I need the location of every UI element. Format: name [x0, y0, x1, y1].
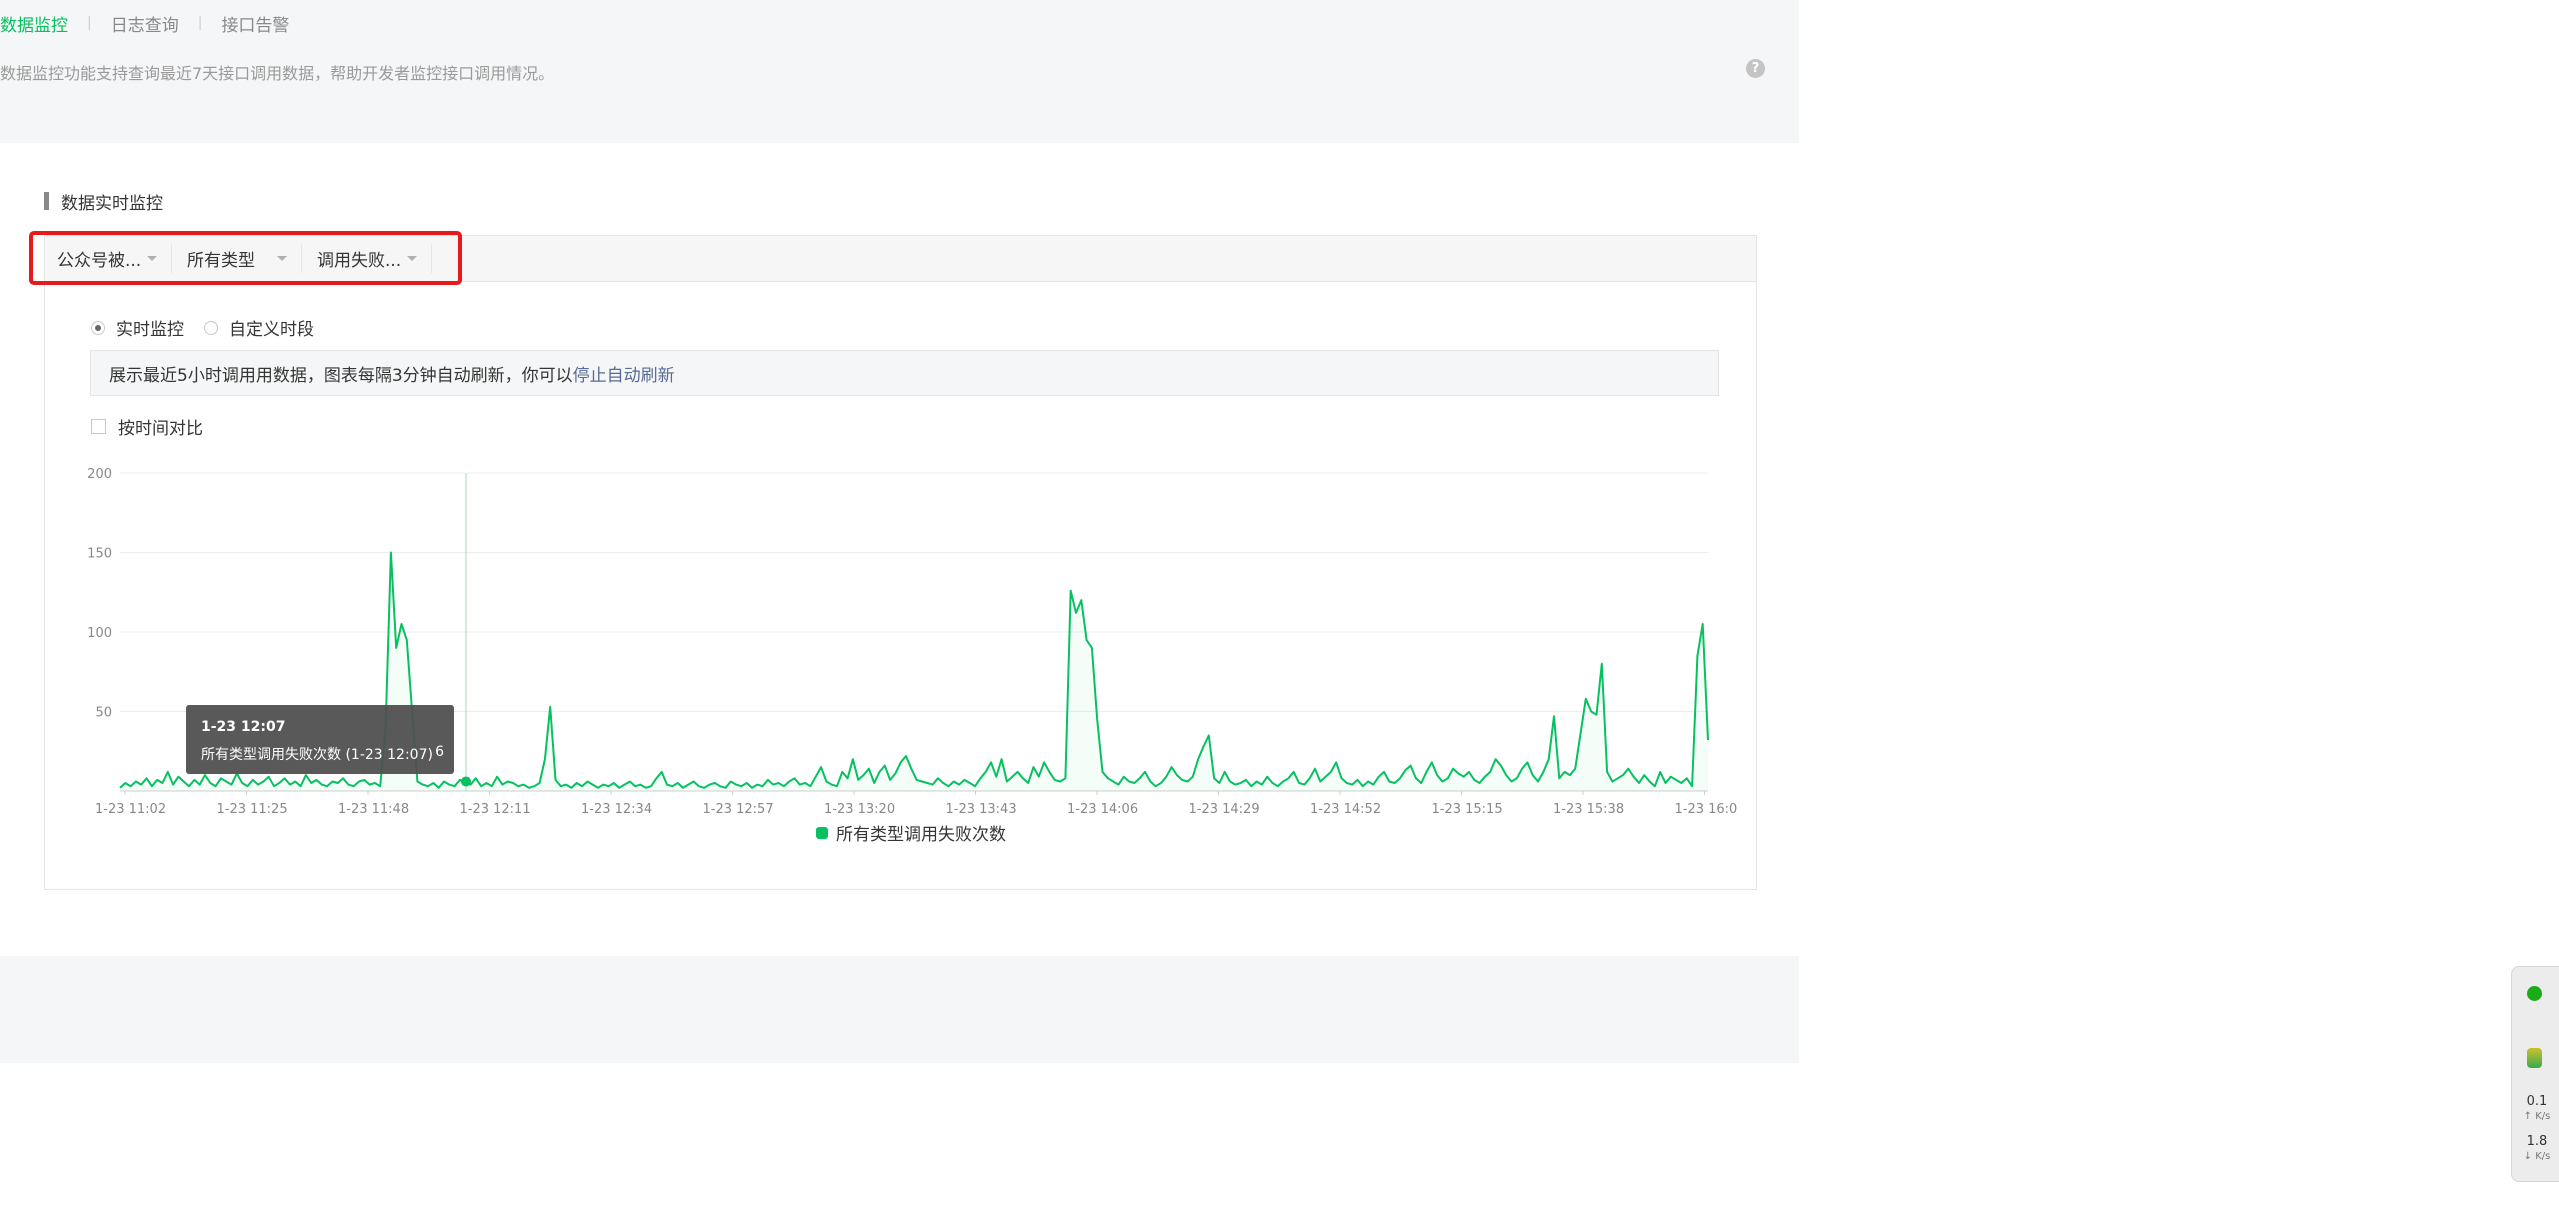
y-tick-label: 100 [87, 626, 112, 641]
section-title-bar [44, 192, 49, 210]
legend-swatch [816, 826, 828, 839]
tooltip-label: 所有类型调用失败次数 (1-23 12:07) [201, 747, 433, 763]
status-dot-icon [2527, 986, 2542, 1001]
x-tick-label: 1-23 11:02 [95, 802, 166, 817]
chart-tooltip: 1-23 12:07 所有类型调用失败次数 (1-23 12:07) 6 [186, 705, 454, 774]
filter-highlight-box [29, 231, 462, 285]
mode-radio-group: 实时监控 自定义时段 [91, 315, 334, 340]
download-speed: 1.8 ↓ K/s [2523, 1134, 2551, 1163]
legend-label: 所有类型调用失败次数 [836, 825, 1006, 845]
tooltip-title: 1-23 12:07 [201, 719, 286, 735]
x-tick-label: 1-23 14:06 [1067, 802, 1138, 817]
dropdown-value: 调用失败... [317, 251, 402, 271]
top-nav: 数据监控 | 日志查询 | 接口告警 [0, 8, 289, 38]
hover-marker [461, 776, 471, 787]
page-description: 数据监控功能支持查询最近7天接口调用数据，帮助开发者监控接口调用情况。 [0, 64, 555, 83]
x-tick-label: 1-23 15:15 [1432, 802, 1503, 817]
x-tick-label: 1-23 14:52 [1310, 802, 1381, 817]
x-tick-label: 1-23 12:57 [703, 802, 774, 817]
radio-realtime[interactable]: 实时监控 [91, 315, 184, 340]
nav-separator: | [87, 15, 92, 31]
chevron-down-icon [407, 256, 417, 261]
chevron-down-icon [277, 256, 287, 261]
tooltip-value: 6 [435, 744, 444, 760]
section-title: 数据实时监控 [44, 191, 163, 214]
radio-label: 自定义时段 [229, 320, 314, 340]
x-tick-label: 1-23 13:43 [946, 802, 1017, 817]
divider [431, 244, 432, 273]
nav-separator: | [197, 15, 203, 31]
dropdown-value: 公众号被... [57, 251, 142, 271]
checkbox-icon [91, 419, 106, 434]
compare-checkbox[interactable]: 按时间对比 [91, 414, 203, 439]
x-tick-label: 1-23 13:20 [824, 802, 895, 817]
x-tick-label: 1-23 12:11 [460, 802, 531, 817]
y-tick-label: 200 [87, 467, 112, 482]
x-tick-label: 1-23 15:38 [1553, 802, 1624, 817]
tab-data-monitor[interactable]: 数据监控 [0, 15, 68, 36]
series-area [120, 552, 1708, 791]
y-tick-label: 150 [87, 547, 112, 562]
chevron-down-icon [147, 256, 157, 261]
x-tick-label: 1-23 14:29 [1189, 802, 1260, 817]
tab-api-alert[interactable]: 接口告警 [221, 15, 290, 36]
network-speed-widget[interactable]: 0.1 ↑ K/s 1.8 ↓ K/s [2511, 966, 2559, 1182]
monitor-panel: 公众号被... 所有类型 调用失败... 实时监控 自定义时段 [44, 235, 1757, 890]
x-tick-label: 1-23 11:48 [338, 802, 409, 817]
call-type-dropdown[interactable]: 所有类型 [175, 242, 299, 275]
x-tick-label: 1-23 16:0 [1675, 802, 1738, 817]
refresh-notice: 展示最近5小时调用用数据，图表每隔3分钟自动刷新，你可以 停止自动刷新 [90, 350, 1719, 396]
upload-speed: 0.1 ↑ K/s [2523, 1094, 2551, 1123]
api-type-dropdown[interactable]: 公众号被... [45, 242, 169, 275]
notice-text: 展示最近5小时调用用数据，图表每隔3分钟自动刷新，你可以 [109, 365, 573, 386]
metric-dropdown[interactable]: 调用失败... [305, 242, 429, 275]
x-tick-label: 1-23 12:34 [581, 802, 652, 817]
tab-log-query[interactable]: 日志查询 [110, 15, 179, 36]
filter-bar: 公众号被... 所有类型 调用失败... [45, 236, 1756, 282]
compare-label: 按时间对比 [118, 419, 203, 439]
radio-checked-icon [91, 320, 105, 335]
radio-custom-period[interactable]: 自定义时段 [204, 315, 314, 340]
y-tick-label: 50 [95, 706, 112, 721]
chart-legend[interactable]: 所有类型调用失败次数 [816, 820, 1006, 845]
section-title-text: 数据实时监控 [61, 193, 163, 214]
radio-unchecked-icon [204, 320, 218, 335]
divider [301, 244, 302, 273]
failure-line-chart[interactable]: 200 150 100 50 1-23 11:02 1-23 11:25 1-23 11:4… [0, 0, 1799, 1063]
monitor-card: 数据实时监控 公众号被... 所有类型 调用失败... 实时监控 [0, 143, 1799, 956]
x-tick-label: 1-23 11:25 [217, 802, 288, 817]
help-icon[interactable]: ? [1746, 59, 1765, 78]
radio-label: 实时监控 [116, 320, 184, 340]
memory-meter-icon [2527, 1048, 2542, 1068]
dropdown-value: 所有类型 [187, 251, 255, 271]
stop-refresh-link[interactable]: 停止自动刷新 [572, 365, 675, 386]
divider [171, 244, 172, 273]
